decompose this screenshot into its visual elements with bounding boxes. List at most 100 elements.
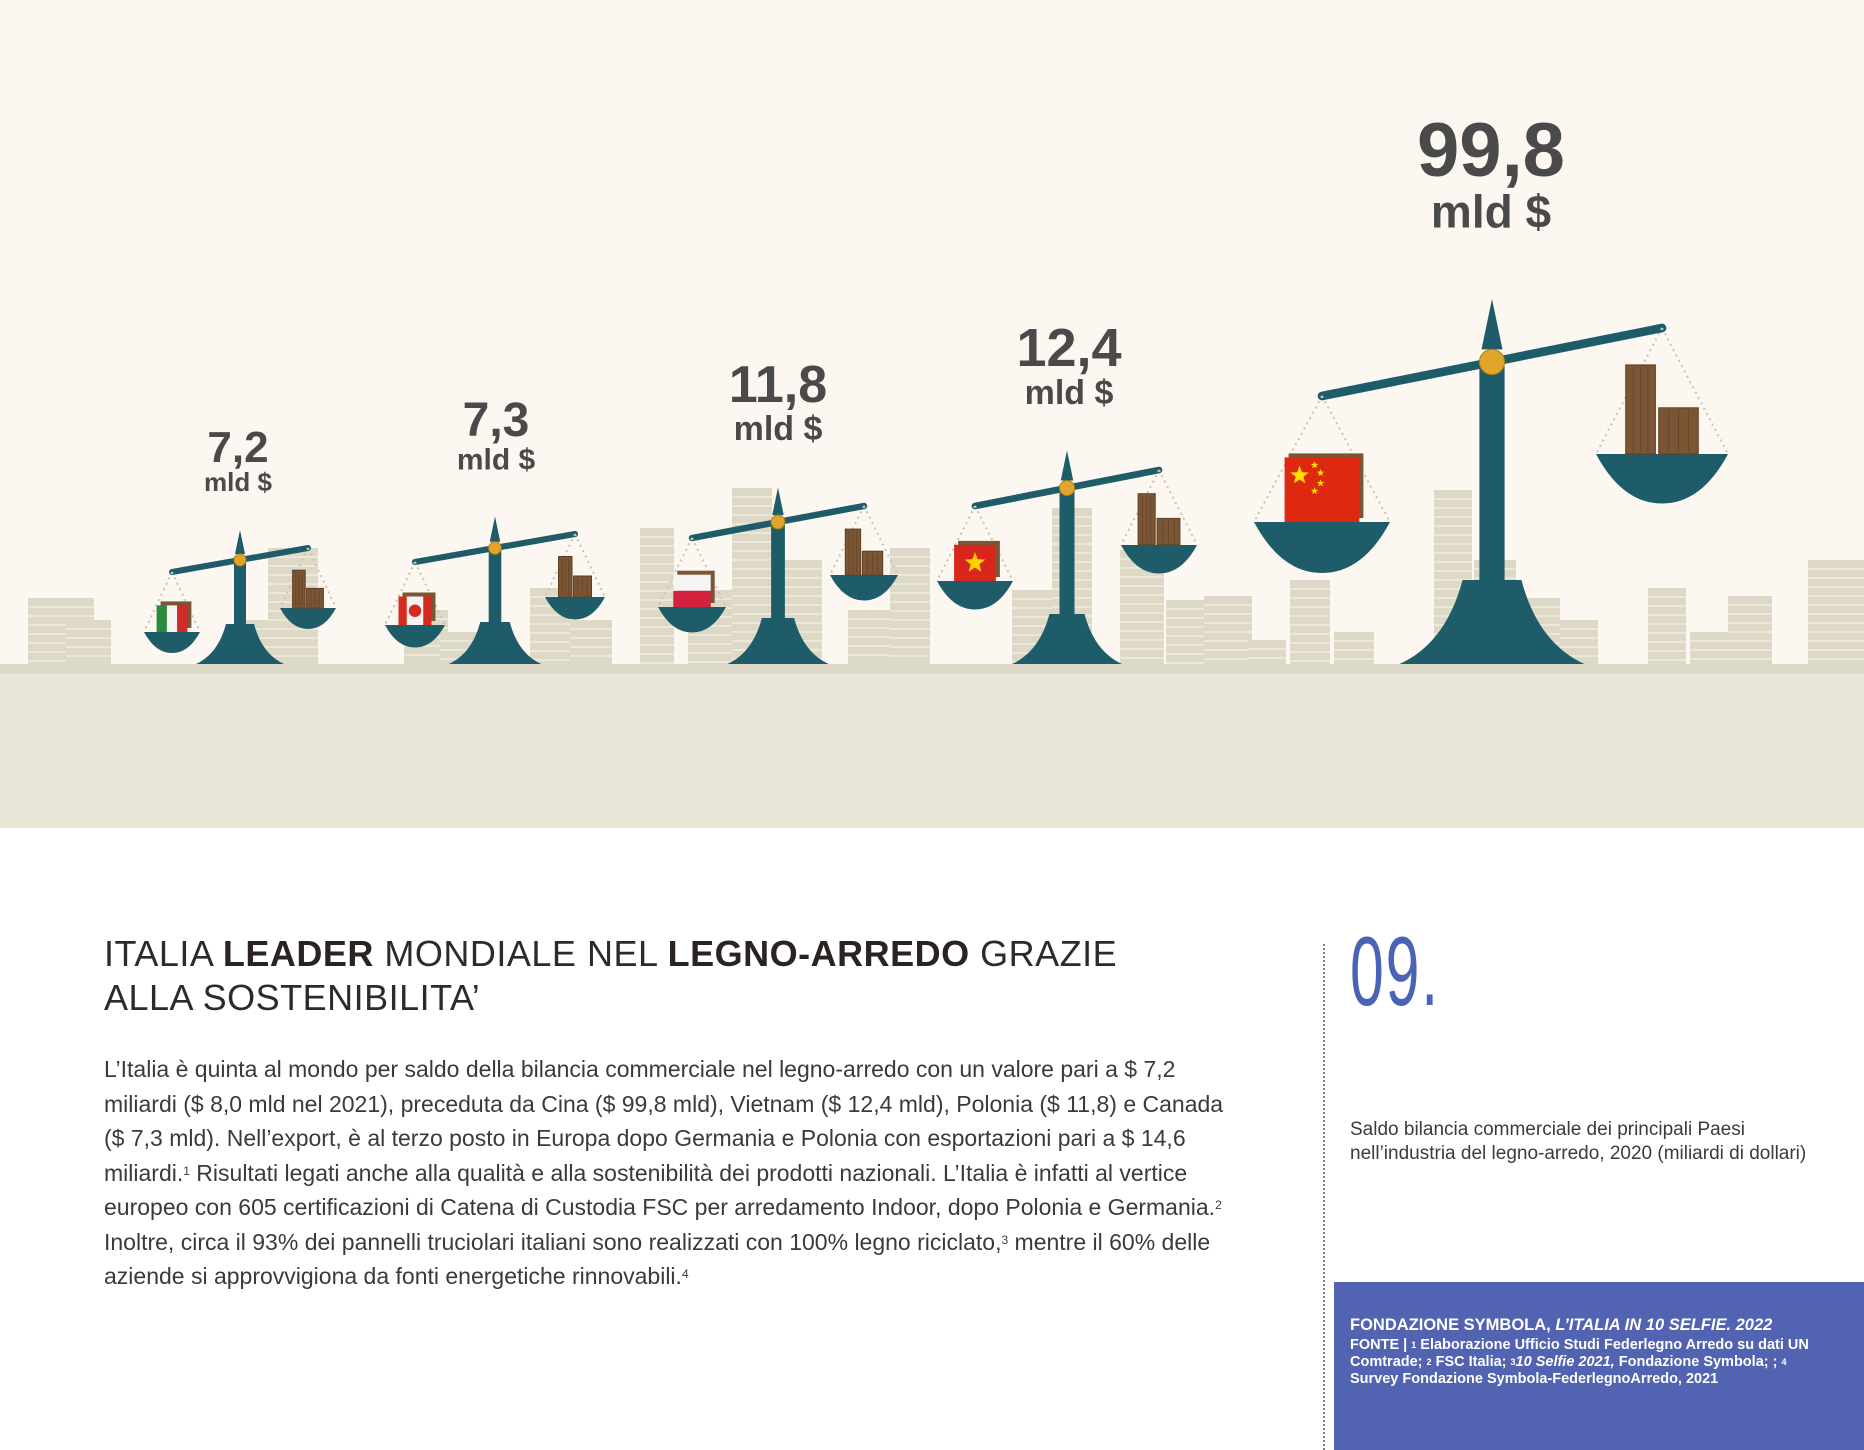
- flag-band: [398, 596, 407, 625]
- flag-field: [1284, 457, 1360, 522]
- pan-chain: [171, 571, 201, 633]
- scale-pillar: [1059, 488, 1075, 614]
- scale-base: [727, 618, 829, 664]
- coin-stack: [848, 610, 892, 666]
- unit-label: mld $: [1025, 374, 1114, 412]
- figure-caption: Saldo bilancia commerciale dei principal…: [1350, 1119, 1807, 1164]
- scale-pointer: [489, 516, 501, 542]
- scale-pan-left: [658, 607, 726, 633]
- flag-cina: [1284, 457, 1360, 522]
- flag-italia: [156, 605, 188, 632]
- source-title: FONDAZIONE SYMBOLA, L’ITALIA IN 10 SELFI…: [1350, 1314, 1834, 1336]
- coin-stack-body: [1248, 640, 1286, 666]
- coin-stack: [1204, 596, 1252, 666]
- flag-stripe: [177, 605, 188, 632]
- scale-pan-left: [144, 632, 200, 653]
- source-text-2: FSC Italia;: [1431, 1354, 1511, 1370]
- flag-stripe: [673, 590, 711, 607]
- ground-edge: [0, 664, 1864, 674]
- page-heading: ITALIA LEADER MONDIALE NEL LEGNO-ARREDO …: [104, 932, 1274, 1020]
- body-text-1: L’Italia è quinta al mondo per saldo del…: [104, 1056, 1224, 1186]
- footnote-ref-4: 4: [681, 1267, 689, 1281]
- body-text-3: Inoltre, circa il 93% dei pannelli truci…: [104, 1228, 1002, 1255]
- coin-stack-body: [570, 620, 612, 666]
- coin-stack-body: [66, 620, 111, 666]
- heading-bold-leader: LEADER: [222, 933, 374, 974]
- star-icon: [1310, 461, 1319, 469]
- scale-base: [196, 624, 284, 664]
- source-org: FONDAZIONE SYMBOLA,: [1350, 1316, 1556, 1334]
- scale-pointer: [1481, 299, 1503, 350]
- source-box: FONDAZIONE SYMBOLA, L’ITALIA IN 10 SELFI…: [1334, 1282, 1864, 1450]
- coin-stack: [66, 620, 111, 666]
- source-text-3: 10 Selfie 2021,: [1515, 1354, 1615, 1370]
- source-text-5: Survey Fondazione Symbola-FederlegnoArre…: [1350, 1371, 1719, 1387]
- scale-pillar: [1479, 362, 1505, 580]
- star-icon: [1316, 479, 1325, 487]
- star-icon: [1290, 465, 1309, 484]
- source-text-4: Fondazione Symbola; ;: [1614, 1354, 1782, 1370]
- unit-label: mld $: [734, 410, 823, 448]
- heading-line-2: ALLA SOSTENIBILITA’: [104, 977, 481, 1018]
- pan-chain: [936, 505, 976, 582]
- scale-pivot: [488, 541, 502, 555]
- coin-stack: [1808, 560, 1864, 666]
- scale-pivot: [1478, 348, 1506, 376]
- scale-pivot: [1059, 480, 1075, 496]
- scale-pan-right: [1596, 454, 1728, 504]
- star-icon: [964, 552, 986, 572]
- scale-pan-right: [1121, 545, 1197, 574]
- heading-bold-legno-arredo: LEGNO-ARREDO: [667, 933, 970, 974]
- coin-stack-body: [1648, 588, 1686, 666]
- dotted-divider: [1323, 944, 1325, 1450]
- flag-stripe: [166, 605, 178, 632]
- scale-pillar: [488, 548, 502, 622]
- coin-stack: [640, 528, 674, 666]
- value-label: 12,4: [1016, 318, 1121, 378]
- pan-chain: [829, 505, 865, 576]
- flag-stripe: [156, 605, 167, 632]
- flag-band: [423, 596, 432, 625]
- coin-stack: [570, 620, 612, 666]
- source-publication: L’ITALIA IN 10 SELFIE. 2022: [1555, 1316, 1773, 1334]
- scale-base: [1012, 614, 1122, 664]
- source-details: FONTE | 1 Elaborazione Ufficio Studi Fed…: [1350, 1337, 1834, 1388]
- scale-pan-right: [280, 608, 336, 629]
- figure-number: 09.: [1350, 916, 1441, 1026]
- footnote-ref-3: 3: [1001, 1232, 1009, 1247]
- source-note-1: 1: [1411, 1340, 1417, 1350]
- scale-pan-right: [545, 597, 605, 620]
- scale-pivot: [770, 514, 786, 530]
- pan-chain: [1158, 469, 1198, 546]
- coin-stack-body: [640, 528, 674, 666]
- star-icon: [1310, 487, 1319, 495]
- unit-label: mld $: [204, 467, 272, 497]
- scale-base: [1399, 580, 1585, 664]
- pan-chain: [863, 505, 899, 576]
- scale-pan-left: [385, 625, 445, 648]
- value-label: 7,2: [207, 423, 268, 472]
- scale-pillar: [234, 560, 246, 624]
- coin-stack: [1334, 632, 1374, 666]
- source-text-1: Elaborazione Ufficio Studi Federlegno Ar…: [1350, 1337, 1809, 1370]
- source-note-2: 2: [1426, 1357, 1432, 1367]
- value-label: 99,8: [1417, 108, 1565, 193]
- flag-stripe: [673, 574, 711, 591]
- source-note-3: 3: [1510, 1357, 1516, 1367]
- coin-stack-body: [1290, 580, 1330, 666]
- coin-stack: [1290, 580, 1330, 666]
- heading-part-1: ITALIA: [104, 933, 223, 974]
- coin-stack: [1690, 632, 1734, 666]
- coin-stack: [1648, 588, 1686, 666]
- value-label: 7,3: [463, 394, 530, 447]
- pan-chain: [691, 537, 727, 608]
- coin-stack: [1166, 600, 1206, 666]
- maple-leaf-icon: [408, 604, 422, 618]
- scale-pan-right: [830, 575, 898, 601]
